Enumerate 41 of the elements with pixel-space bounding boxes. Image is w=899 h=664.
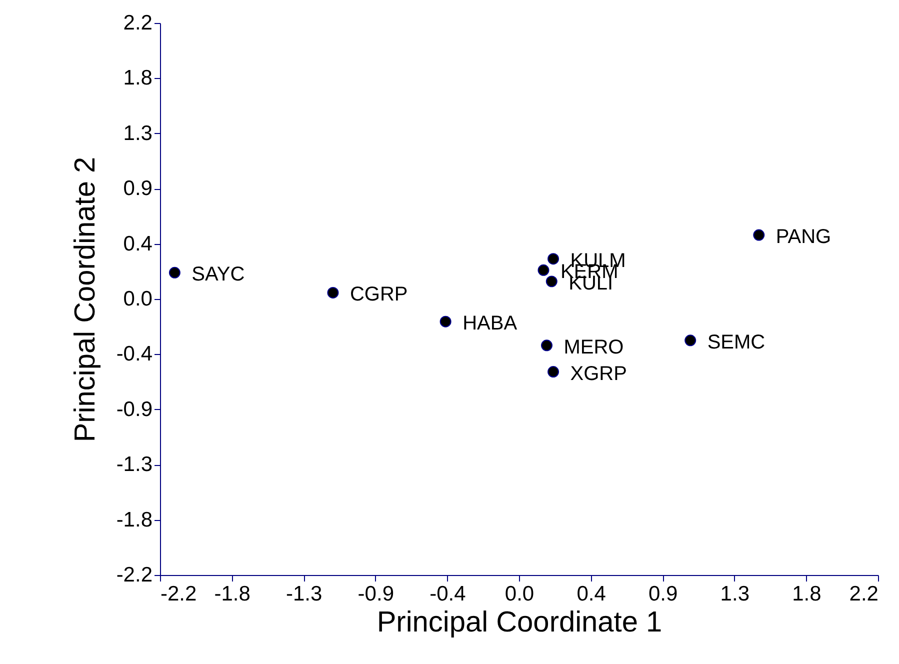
point [540,340,552,352]
y-tick-label: 0.0 [123,288,152,310]
y-tick-label: -2.2 [116,564,152,586]
y-tick-label: 2.2 [123,12,152,34]
x-tick-label: 0.0 [504,582,534,606]
y-axis-title: Principal Coordinate 2 [69,156,102,442]
x-tick-label: -0.9 [358,582,394,606]
x-tick-label: -1.3 [286,582,322,606]
y-tick-label: -0.9 [116,398,152,421]
series-label: SEMC [707,331,766,354]
x-tick-label: 0.9 [648,582,678,606]
point [684,334,696,346]
y-tick-label: 1.8 [123,66,152,90]
point [546,276,558,288]
point [548,253,560,265]
x-tick-label: -1.8 [214,582,250,606]
series-label: HABA [462,312,518,335]
x-tick-label: -2.2 [160,582,197,606]
x-tick-label: 0.4 [576,582,606,606]
x-axis-title: Principal Coordinate 1 [376,606,662,638]
point [440,316,452,328]
point [538,264,550,276]
x-tick-label: 2.2 [849,582,878,606]
series-label: CGRP [350,284,408,306]
y-tick-label: -0.4 [116,342,153,366]
point [548,366,560,378]
y-tick-label: 0.9 [123,177,152,200]
x-tick-label: -0.4 [430,582,466,606]
point [168,266,180,278]
series-label: PANG [776,226,832,248]
x-tick-label: 1.8 [792,582,822,606]
series-label: MERO [564,336,624,358]
y-tick-label: 0.4 [123,232,153,256]
y-tick-label: -1.8 [116,508,152,532]
y-tick-label: -1.3 [116,453,152,476]
y-tick-label: 1.3 [123,122,152,145]
series-label: XGRP [570,362,627,385]
point [753,229,765,241]
x-tick-label: 1.3 [720,582,750,606]
point [327,286,339,298]
series-label: SAYC [192,264,245,286]
